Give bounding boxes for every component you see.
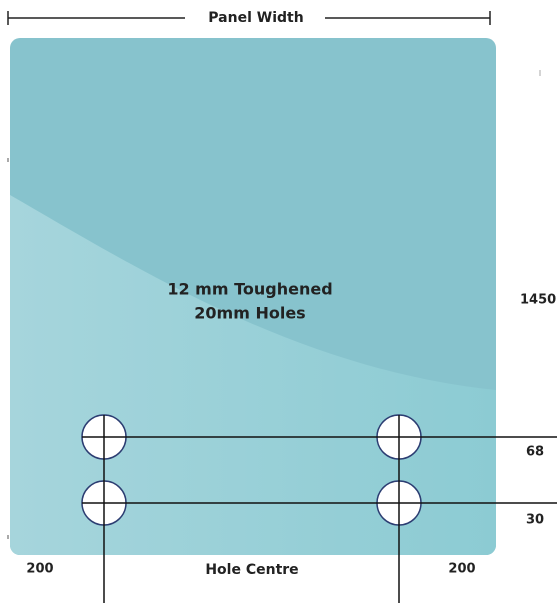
centre-lines [82, 415, 557, 603]
edge-distance: 200 [448, 562, 475, 577]
glass-panel [10, 38, 496, 555]
width-dimension: Panel Width [7, 10, 491, 26]
offset-label: 30 [526, 513, 544, 528]
offset-label: 68 [526, 445, 544, 460]
panel-spec: 20mm Holes [194, 304, 305, 323]
panel-spec: 12 mm Toughened [167, 280, 332, 299]
width-label: Panel Width [208, 10, 303, 26]
hole-centre-label: Hole Centre [205, 562, 298, 578]
edge-distance: 200 [26, 562, 53, 577]
height-label: 1450 [520, 293, 556, 308]
